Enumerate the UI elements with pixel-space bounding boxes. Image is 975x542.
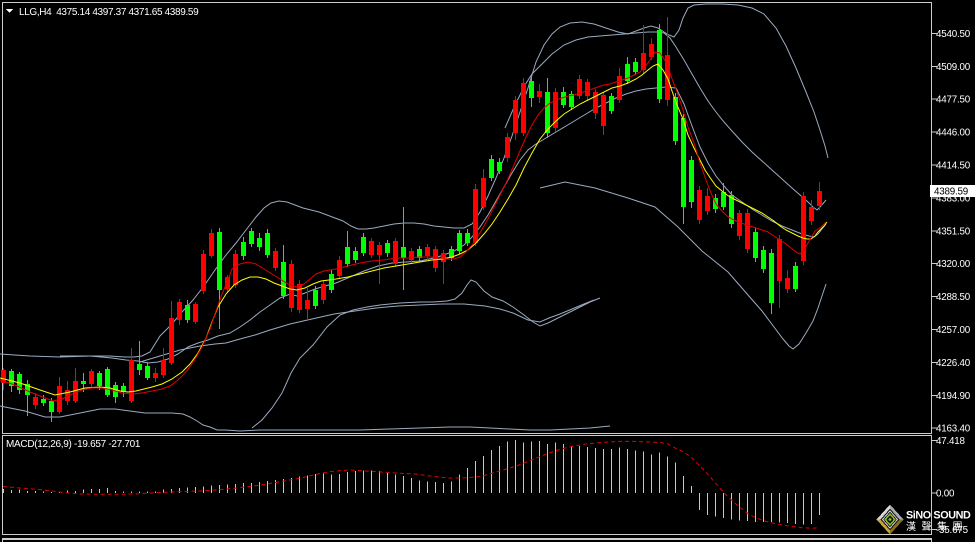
svg-text:4226.40: 4226.40 <box>936 358 971 369</box>
svg-text:4509.00: 4509.00 <box>936 62 971 73</box>
svg-text:-35.675: -35.675 <box>936 525 969 536</box>
svg-text:4351.50: 4351.50 <box>936 226 971 237</box>
svg-text:SiNO SOUND: SiNO SOUND <box>906 510 971 522</box>
svg-text:MACD(12,26,9) -19.657 -27.701: MACD(12,26,9) -19.657 -27.701 <box>6 439 141 450</box>
svg-text:4194.90: 4194.90 <box>936 391 971 402</box>
svg-text:47.418: 47.418 <box>936 436 966 447</box>
svg-text:4288.50: 4288.50 <box>936 292 971 303</box>
svg-text:漢聲集團: 漢聲集團 <box>906 520 968 533</box>
svg-text:4257.00: 4257.00 <box>936 325 971 336</box>
svg-text:4163.40: 4163.40 <box>936 424 971 435</box>
svg-text:4477.50: 4477.50 <box>936 95 971 106</box>
svg-text:4414.50: 4414.50 <box>936 161 971 172</box>
svg-text:0.00: 0.00 <box>936 489 955 500</box>
svg-text:4320.00: 4320.00 <box>936 259 971 270</box>
svg-text:4540.50: 4540.50 <box>936 29 971 40</box>
svg-text:4383.00: 4383.00 <box>936 193 971 204</box>
svg-text:4389.59: 4389.59 <box>934 187 968 198</box>
svg-text:LLG,H4 4375.14 4397.37 4371.6: LLG,H4 4375.14 4397.37 4371.65 4389.59 <box>19 7 199 18</box>
svg-text:4446.00: 4446.00 <box>936 128 971 139</box>
